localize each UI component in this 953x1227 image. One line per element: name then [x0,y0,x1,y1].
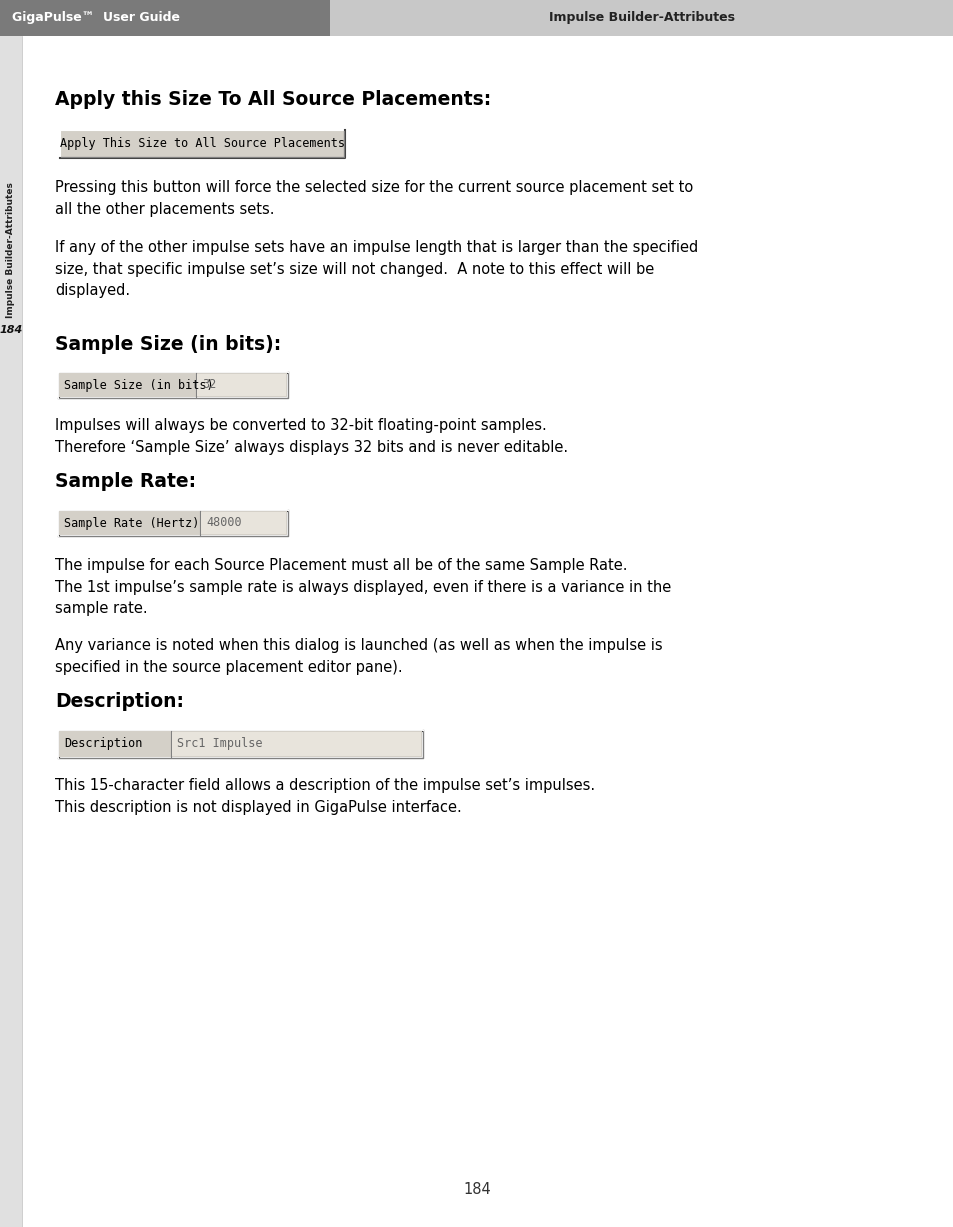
Text: Sample Size (in bits):: Sample Size (in bits): [55,335,281,355]
Text: GigaPulse™  User Guide: GigaPulse™ User Guide [12,11,180,25]
FancyBboxPatch shape [59,731,421,757]
FancyBboxPatch shape [330,0,953,36]
Text: Sample Rate:: Sample Rate: [55,472,196,491]
Text: Impulse Builder-Attributes: Impulse Builder-Attributes [7,182,15,318]
Text: If any of the other impulse sets have an impulse length that is larger than the : If any of the other impulse sets have an… [55,240,698,298]
Text: The impulse for each Source Placement must all be of the same Sample Rate.
The 1: The impulse for each Source Placement mu… [55,558,671,616]
Text: Apply this Size To All Source Placements:: Apply this Size To All Source Placements… [55,90,491,109]
Text: Pressing this button will force the selected size for the current source placeme: Pressing this button will force the sele… [55,180,693,217]
FancyBboxPatch shape [201,512,286,534]
FancyBboxPatch shape [61,131,344,157]
Text: Sample Size (in bits): Sample Size (in bits) [64,378,213,391]
FancyBboxPatch shape [196,374,286,396]
FancyBboxPatch shape [0,0,330,36]
Text: 32: 32 [202,378,216,391]
Text: 184: 184 [0,325,23,335]
Text: This 15-character field allows a description of the impulse set’s impulses.
This: This 15-character field allows a descrip… [55,778,595,815]
Text: Impulse Builder-Attributes: Impulse Builder-Attributes [548,11,734,25]
Text: Sample Rate (Hertz): Sample Rate (Hertz) [64,517,199,530]
FancyBboxPatch shape [59,510,287,535]
Text: Any variance is noted when this dialog is launched (as well as when the impulse : Any variance is noted when this dialog i… [55,638,662,675]
Text: Description: Description [64,737,142,751]
Text: Apply This Size to All Source Placements: Apply This Size to All Source Placements [60,137,345,151]
Text: 48000: 48000 [206,517,241,530]
FancyBboxPatch shape [59,373,287,398]
FancyBboxPatch shape [172,733,420,756]
FancyBboxPatch shape [0,36,22,1227]
Text: Impulses will always be converted to 32-bit floating-point samples.
Therefore ‘S: Impulses will always be converted to 32-… [55,418,568,454]
Text: Src1 Impulse: Src1 Impulse [177,737,262,751]
Text: Description:: Description: [55,692,184,710]
Text: 184: 184 [462,1183,491,1198]
